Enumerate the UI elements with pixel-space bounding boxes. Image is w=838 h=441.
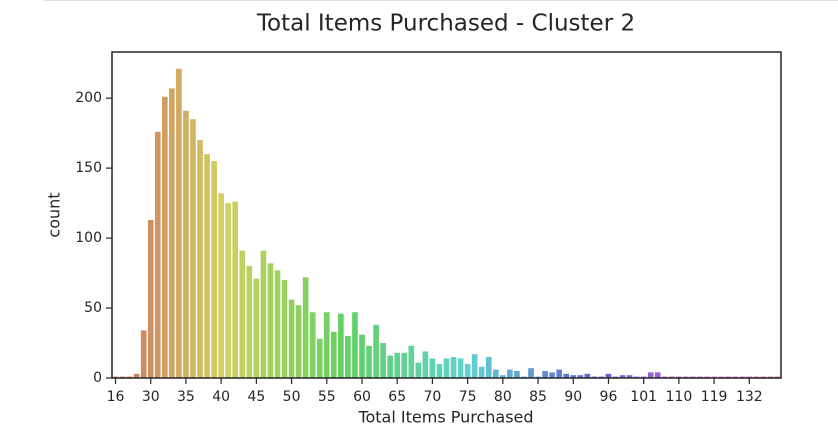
bar: [457, 358, 464, 378]
bar: [619, 375, 626, 378]
x-tick-label: 45: [247, 389, 265, 405]
chart-title: Total Items Purchased - Cluster 2: [256, 11, 635, 37]
bar: [190, 119, 196, 378]
bar: [415, 362, 422, 378]
y-tick-label: 0: [93, 370, 102, 386]
bar: [281, 280, 288, 378]
bar: [408, 345, 415, 378]
bar: [577, 375, 584, 378]
x-tick-label: 65: [388, 389, 406, 405]
bar: [373, 324, 379, 378]
x-tick-label: 96: [600, 389, 618, 405]
bar: [211, 161, 217, 378]
bar: [542, 371, 548, 378]
bar: [246, 266, 253, 378]
y-tick-label: 50: [84, 300, 102, 316]
y-tick-label: 150: [75, 160, 102, 176]
x-tick-label: 35: [177, 389, 195, 405]
bar: [584, 373, 591, 378]
bar: [295, 305, 302, 378]
bar: [267, 263, 274, 378]
bar: [570, 375, 577, 378]
bar: [394, 352, 401, 378]
bar: [288, 299, 295, 378]
y-tick-label: 200: [75, 90, 102, 106]
x-tick-label: 80: [494, 389, 512, 405]
bar: [436, 364, 443, 378]
bar: [218, 193, 224, 378]
bar: [352, 312, 358, 378]
bar: [338, 313, 344, 378]
bar: [133, 373, 140, 378]
x-tick-label: 110: [666, 389, 693, 405]
bar: [359, 334, 365, 378]
bar: [197, 140, 203, 378]
bar: [485, 357, 492, 378]
bar: [464, 364, 471, 378]
bar: [140, 330, 147, 378]
x-tick-label: 132: [736, 389, 763, 405]
bar: [654, 372, 661, 378]
bar: [401, 352, 408, 378]
bar: [331, 331, 337, 378]
bar: [507, 369, 513, 378]
x-tick-label: 55: [318, 389, 336, 405]
bar: [345, 336, 351, 378]
bar: [443, 358, 450, 378]
bar: [253, 278, 260, 378]
x-tick-label: 101: [630, 389, 657, 405]
x-axis-label: Total Items Purchased: [357, 408, 533, 427]
x-tick-label: 40: [212, 389, 230, 405]
bar: [422, 351, 429, 378]
y-axis-label: count: [45, 192, 64, 237]
bar: [500, 375, 506, 378]
x-tick-label: 75: [459, 389, 477, 405]
bar: [528, 368, 534, 378]
bar: [514, 371, 520, 378]
bar: [492, 369, 499, 378]
bar: [274, 270, 281, 378]
bar: [316, 338, 323, 378]
bar: [647, 372, 654, 378]
x-tick-label: 90: [564, 389, 582, 405]
bar: [154, 131, 161, 378]
plot-frame: [111, 51, 782, 379]
bar: [471, 354, 478, 378]
bar: [563, 373, 570, 378]
x-tick-label: 85: [529, 389, 547, 405]
bar: [204, 154, 210, 378]
bar: [169, 88, 175, 378]
bar: [176, 68, 182, 378]
bar: [626, 375, 633, 378]
bar: [161, 96, 168, 379]
bar: [239, 250, 246, 378]
bar: [183, 110, 189, 378]
bar: [556, 369, 562, 378]
bar: [147, 219, 154, 378]
bar: [380, 343, 386, 378]
bar: [225, 203, 232, 378]
bar: [323, 312, 330, 378]
x-tick-label: 119: [701, 389, 728, 405]
bar: [302, 277, 309, 378]
y-tick-label: 100: [75, 230, 102, 246]
x-tick-label: 60: [353, 389, 371, 405]
bar: [232, 201, 239, 378]
bar: [429, 358, 436, 378]
bar: [366, 345, 372, 378]
x-tick-label: 16: [107, 389, 125, 405]
bar: [260, 250, 267, 378]
bar: [309, 312, 316, 378]
bar: [549, 372, 555, 378]
bar: [478, 366, 485, 378]
x-tick-label: 30: [142, 389, 160, 405]
x-tick-label: 70: [424, 389, 442, 405]
x-tick-label: 50: [283, 389, 301, 405]
bar: [605, 373, 612, 378]
bar: [450, 357, 457, 378]
bar: [387, 355, 393, 378]
